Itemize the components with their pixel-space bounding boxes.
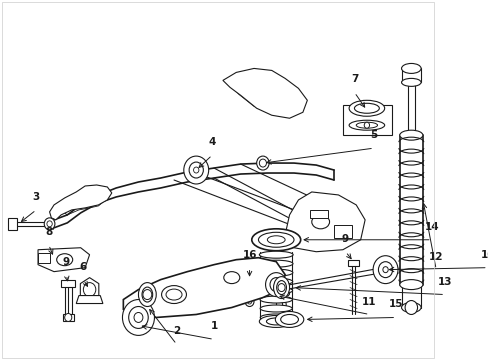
Ellipse shape (275, 311, 303, 328)
Text: 12: 12 (428, 252, 443, 262)
Circle shape (269, 278, 282, 292)
Circle shape (372, 256, 397, 284)
Circle shape (259, 159, 266, 167)
Circle shape (404, 301, 417, 315)
Ellipse shape (311, 215, 329, 229)
Polygon shape (61, 280, 75, 287)
Ellipse shape (259, 278, 292, 285)
Polygon shape (285, 192, 365, 252)
Ellipse shape (138, 283, 156, 306)
Text: 16: 16 (242, 250, 256, 260)
Circle shape (244, 297, 253, 306)
Circle shape (83, 283, 96, 297)
Polygon shape (38, 248, 89, 272)
Circle shape (122, 300, 154, 336)
Polygon shape (63, 315, 73, 321)
Ellipse shape (260, 314, 292, 321)
Ellipse shape (161, 285, 186, 303)
Ellipse shape (348, 120, 384, 130)
Text: 13: 13 (437, 276, 451, 287)
Ellipse shape (273, 276, 289, 298)
Polygon shape (223, 68, 307, 118)
Ellipse shape (401, 302, 420, 312)
Ellipse shape (278, 291, 289, 297)
Text: 2: 2 (173, 327, 180, 336)
Text: 14: 14 (424, 222, 438, 232)
Circle shape (265, 273, 286, 297)
Polygon shape (123, 258, 285, 318)
Ellipse shape (224, 272, 239, 284)
Ellipse shape (259, 315, 292, 328)
Ellipse shape (142, 287, 152, 302)
Ellipse shape (259, 260, 292, 267)
Ellipse shape (259, 251, 292, 258)
Text: 5: 5 (369, 130, 377, 140)
Ellipse shape (259, 269, 292, 276)
Ellipse shape (399, 280, 422, 289)
Ellipse shape (355, 122, 377, 128)
Polygon shape (244, 280, 254, 285)
Text: 10: 10 (480, 250, 488, 260)
Circle shape (128, 306, 148, 328)
Text: 3: 3 (33, 192, 40, 202)
Text: 1: 1 (210, 321, 217, 332)
Polygon shape (80, 278, 99, 302)
Ellipse shape (399, 130, 422, 140)
Circle shape (134, 312, 142, 323)
Polygon shape (333, 225, 351, 238)
Text: 4: 4 (208, 137, 216, 147)
Circle shape (247, 299, 251, 304)
Ellipse shape (401, 78, 420, 86)
Ellipse shape (260, 296, 292, 303)
Ellipse shape (348, 100, 384, 116)
Circle shape (44, 218, 55, 230)
Text: 6: 6 (80, 262, 87, 272)
Text: 9: 9 (341, 234, 348, 244)
Text: 9: 9 (63, 257, 70, 267)
Text: 15: 15 (388, 300, 403, 310)
Ellipse shape (57, 254, 73, 266)
Circle shape (142, 289, 151, 300)
Circle shape (378, 262, 392, 278)
Text: 11: 11 (362, 297, 376, 306)
Circle shape (47, 221, 52, 227)
Circle shape (193, 167, 199, 173)
Ellipse shape (401, 63, 420, 73)
Text: 8: 8 (45, 227, 52, 237)
Circle shape (64, 314, 72, 321)
Ellipse shape (166, 289, 182, 300)
Circle shape (189, 162, 203, 178)
Polygon shape (8, 218, 17, 230)
Polygon shape (49, 185, 112, 220)
Polygon shape (38, 253, 49, 263)
Circle shape (278, 284, 285, 292)
Ellipse shape (266, 318, 285, 325)
Ellipse shape (260, 305, 292, 312)
Ellipse shape (354, 103, 379, 113)
Ellipse shape (251, 229, 300, 251)
Polygon shape (309, 210, 327, 218)
Polygon shape (76, 296, 102, 303)
Circle shape (183, 156, 208, 184)
Circle shape (256, 156, 268, 170)
Circle shape (364, 122, 369, 128)
Ellipse shape (258, 232, 293, 247)
Text: 7: 7 (350, 75, 357, 84)
Ellipse shape (267, 236, 285, 244)
Polygon shape (342, 105, 391, 135)
Ellipse shape (280, 315, 298, 324)
Polygon shape (347, 260, 358, 266)
Circle shape (382, 267, 387, 273)
Ellipse shape (276, 280, 286, 294)
Ellipse shape (259, 287, 292, 294)
